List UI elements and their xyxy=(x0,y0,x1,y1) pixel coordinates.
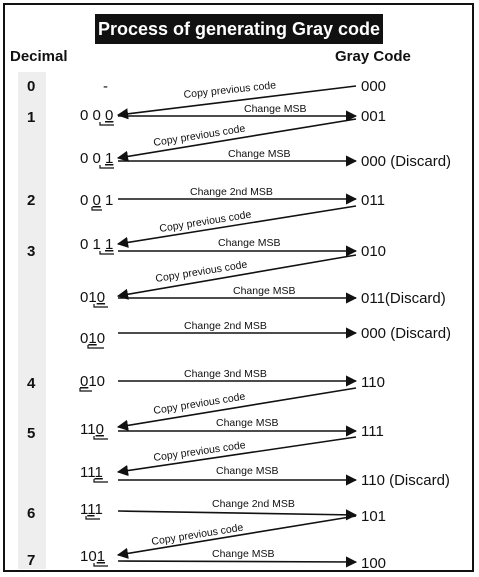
arrow-change-11 xyxy=(117,556,358,568)
label-change-6: Change 2nd MSB xyxy=(184,320,267,332)
gray-code-11: 100 xyxy=(361,555,386,572)
arrow-copy-2 xyxy=(116,205,357,248)
decimal-3: 3 xyxy=(27,243,35,260)
label-change-10: Change 2nd MSB xyxy=(212,498,295,510)
label-copy-2: Copy previous code xyxy=(159,209,253,235)
label-change-4: Change MSB xyxy=(218,237,280,249)
decimal-2: 2 xyxy=(27,192,35,209)
left-code-3: 0 0 1 xyxy=(80,192,113,209)
diagram-title: Process of generating Gray code xyxy=(95,14,383,44)
decimal-header: Decimal xyxy=(10,48,68,65)
gray-code-1: 001 xyxy=(361,108,386,125)
label-change-2: Change MSB xyxy=(228,148,290,160)
label-change-7: Change 3nd MSB xyxy=(184,368,267,380)
arrow-copy-6 xyxy=(116,515,357,559)
decimal-4: 4 xyxy=(27,375,36,392)
gray-code-5: 011(Discard) xyxy=(361,290,446,307)
decimal-column-background xyxy=(18,72,46,569)
label-change-9: Change MSB xyxy=(216,465,278,477)
arrow-copy-3 xyxy=(116,254,357,300)
left-code-5: 010 xyxy=(80,289,105,306)
gray-code-8: 111 xyxy=(361,423,384,440)
left-code-9: 111 xyxy=(80,464,103,481)
left-code-1: 0 0 0 xyxy=(80,107,113,124)
gray-code-header: Gray Code xyxy=(335,48,411,65)
gray-code-0: 000 xyxy=(361,78,386,95)
decimal-6: 6 xyxy=(27,505,35,522)
diagram-frame xyxy=(3,3,474,572)
left-code-4: 0 1 1 xyxy=(80,236,113,253)
decimal-1: 1 xyxy=(27,109,35,126)
decimal-5: 5 xyxy=(27,425,35,442)
gray-code-2: 000 (Discard) xyxy=(361,153,451,170)
label-copy-6: Copy previous code xyxy=(151,522,245,548)
left-code-8: 110 xyxy=(80,421,104,438)
label-change-11: Change MSB xyxy=(212,548,274,560)
gray-code-6: 000 (Discard) xyxy=(361,325,451,342)
label-change-3: Change 2nd MSB xyxy=(190,186,273,198)
left-code-0: - xyxy=(103,78,108,95)
left-code-7: 010 xyxy=(80,373,105,390)
left-code-2: 0 0 1 xyxy=(80,150,113,167)
decimal-7: 7 xyxy=(27,552,35,569)
left-code-6: 010 xyxy=(80,330,105,347)
arrow-change-10 xyxy=(117,509,358,521)
gray-code-7: 110 xyxy=(361,374,385,391)
arrow-copy-4 xyxy=(116,387,357,431)
gray-code-10: 101 xyxy=(361,508,386,525)
left-code-11: 101 xyxy=(80,548,105,565)
bit-brackets xyxy=(79,122,114,567)
arrow-copy-5 xyxy=(116,436,357,477)
label-change-1: Change MSB xyxy=(244,103,306,115)
arrows xyxy=(116,85,358,568)
decimal-0: 0 xyxy=(27,78,35,95)
arrow-copy-0 xyxy=(116,85,357,120)
gray-code-4: 010 xyxy=(361,243,386,260)
gray-code-3: 011 xyxy=(361,192,385,209)
arrow-copy-1 xyxy=(116,118,357,162)
label-change-5: Change MSB xyxy=(233,285,295,297)
left-code-10: 111 xyxy=(80,501,103,518)
label-change-8: Change MSB xyxy=(216,417,278,429)
gray-code-9: 110 (Discard) xyxy=(361,472,450,489)
